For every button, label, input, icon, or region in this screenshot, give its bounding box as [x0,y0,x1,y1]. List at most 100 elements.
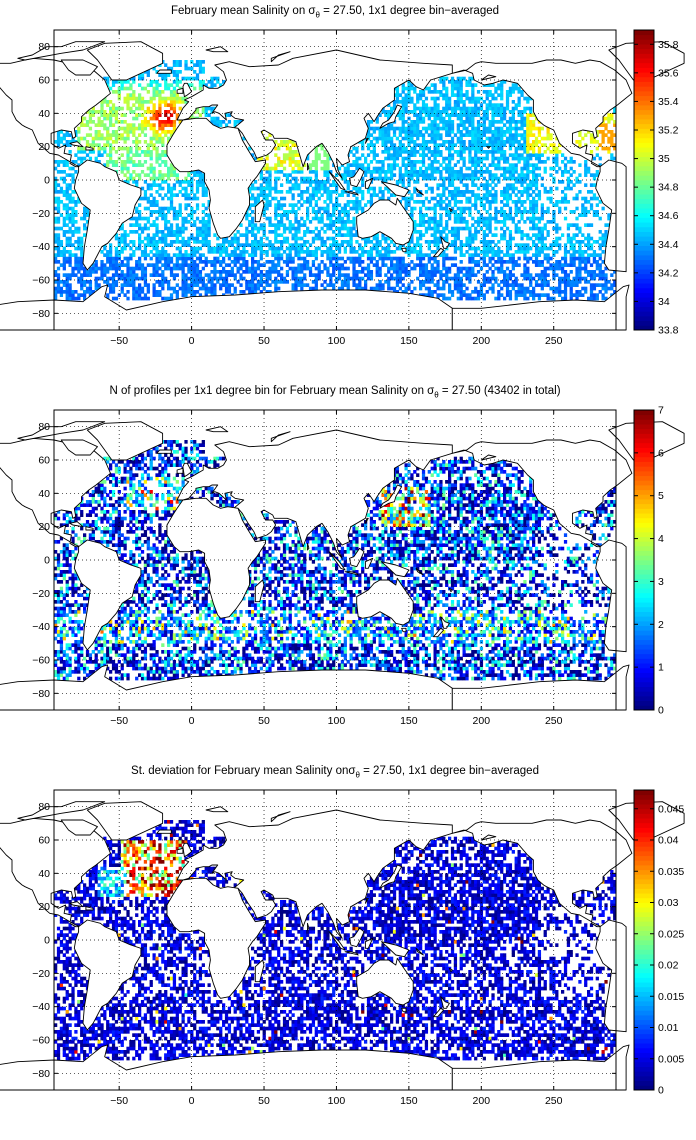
data-cell [421,173,426,177]
data-cell [253,283,258,287]
data-cell [421,283,426,287]
data-cell [497,220,501,224]
data-cell [416,276,420,281]
data-cell [143,86,148,91]
data-cell [181,280,185,284]
data-cell [445,220,449,224]
data-cell [158,210,162,214]
data-cell [132,283,136,287]
data-cell [378,130,382,134]
data-cell [103,116,107,121]
data-cell [416,173,420,177]
data-cell [421,153,426,157]
data-cell [352,153,356,157]
data-cell [195,283,200,287]
data-cell [488,240,492,244]
data-cell [398,170,402,174]
data-cell [323,250,327,254]
data-cell [361,206,365,211]
data-cell [326,170,330,174]
data-cell [251,193,255,197]
data-cell [193,173,197,177]
data-cell [198,256,203,261]
data-cell [114,266,119,271]
data-cell [256,286,261,291]
data-cell [135,153,139,157]
data-cell [227,240,232,244]
data-cell [135,100,139,104]
data-cell [500,190,504,194]
data-cell [152,166,156,171]
data-cell [381,140,385,144]
data-cell [155,190,159,194]
data-cell [401,143,405,147]
data-cell [236,240,240,244]
data-cell [532,170,536,174]
data-cell [529,203,533,207]
data-cell [277,270,281,274]
data-cell [317,156,321,161]
data-cell [526,196,530,201]
data-cell [251,220,255,224]
data-cell [479,203,484,207]
data-cell [459,220,463,224]
data-cell [387,140,391,144]
data-cell [274,153,278,157]
data-cell [83,150,87,154]
data-cell [442,116,446,121]
data-cell [511,263,515,267]
data-cell [479,266,484,271]
data-cell [198,83,203,87]
data-cell [387,153,391,157]
data-cell [439,233,443,237]
data-cell [523,253,527,257]
data-cell [424,293,429,297]
data-cell [468,166,472,171]
data-cell [169,273,174,277]
data-cell [511,140,515,144]
data-cell [395,263,400,267]
data-cell [448,160,452,164]
data-cell [161,253,165,257]
data-cell [488,276,492,281]
data-cell [288,156,292,161]
data-cell [123,166,127,171]
data-cell [485,113,489,117]
data-cell [114,263,119,267]
data-cell [117,106,121,111]
data-cell [537,240,542,244]
data-cell [65,293,69,297]
data-cell [343,240,347,244]
data-cell [300,203,304,207]
data-cell [161,100,165,104]
data-cell [537,126,542,131]
data-cell [146,120,150,124]
data-cell [442,76,446,81]
data-cell [355,166,359,171]
data-cell [532,233,536,237]
data-cell [213,263,217,267]
data-cell [88,133,93,137]
data-cell [172,253,177,257]
data-cell [117,146,121,151]
data-cell [175,93,179,97]
data-cell [526,210,530,214]
data-cell [462,173,466,177]
data-cell [424,226,429,231]
data-cell [448,173,452,177]
data-cell [468,210,472,214]
data-cell [291,156,295,161]
data-cell [366,270,371,274]
data-cell [91,270,95,274]
data-cell [335,266,339,271]
data-cell [465,83,469,87]
data-cell [201,60,205,64]
data-cell [375,246,379,251]
data-cell [364,173,368,177]
data-cell [381,170,385,174]
data-cell [361,176,365,181]
data-cell [543,253,547,257]
data-cell [161,296,165,301]
data-cell [132,160,136,164]
data-cell [503,216,507,221]
